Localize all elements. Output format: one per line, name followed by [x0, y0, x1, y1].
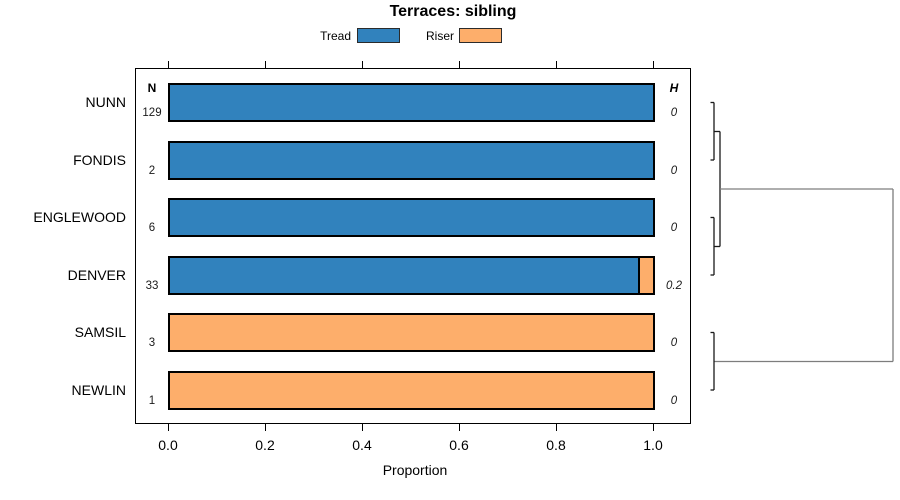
x-axis-title: Proportion — [382, 462, 448, 478]
bar-row — [168, 255, 655, 295]
bar-row — [168, 198, 655, 237]
bar-row — [168, 370, 655, 410]
n-value: 33 — [145, 279, 159, 292]
h-value: 0 — [670, 164, 678, 177]
h-value: 0.2 — [666, 279, 682, 292]
legend-label-riser: Riser — [425, 29, 454, 43]
legend-label-tread: Tread — [320, 29, 351, 43]
y-axis-label: FONDIS — [73, 151, 126, 168]
n-value: 6 — [148, 222, 156, 234]
legend-swatch-riser — [459, 28, 502, 43]
bar-segment-riser — [168, 313, 655, 352]
bottom-tick — [459, 424, 460, 431]
x-tick-label: 0.6 — [449, 437, 469, 453]
x-tick-label: 0.8 — [546, 437, 566, 453]
top-tick — [459, 61, 460, 68]
n-column-header: N — [147, 81, 157, 95]
legend-swatch-tread — [357, 28, 400, 43]
bar-row — [168, 83, 655, 122]
bar-segment-riser — [640, 255, 655, 295]
y-axis-label: NUNN — [85, 94, 126, 110]
bar-row — [168, 140, 655, 180]
plot-box — [135, 68, 691, 424]
bar-segment-tread — [168, 83, 655, 122]
bottom-tick — [168, 424, 169, 431]
x-tick-label: 0.2 — [255, 437, 275, 453]
h-value: 0 — [670, 337, 678, 349]
top-tick — [265, 61, 266, 68]
bottom-tick — [265, 424, 266, 431]
y-axis-label: DENVER — [67, 266, 126, 283]
top-tick — [556, 61, 557, 68]
bar-segment-tread — [168, 198, 655, 237]
bar-segment-tread — [168, 140, 655, 180]
x-tick-label: 1.0 — [643, 437, 663, 453]
y-axis-label: NEWLIN — [71, 381, 126, 398]
h-value: 0 — [670, 394, 678, 407]
chart-title: Terraces: sibling — [389, 3, 517, 20]
top-tick — [168, 61, 169, 68]
h-column-header: H — [669, 81, 679, 95]
y-axis-label: SAMSIL — [74, 324, 126, 340]
h-value: 0 — [670, 222, 678, 234]
n-value: 3 — [148, 337, 156, 349]
bar-row — [168, 313, 655, 352]
bar-segment-riser — [168, 370, 655, 410]
n-value: 1 — [148, 394, 156, 407]
n-value: 129 — [142, 107, 162, 119]
x-tick-label: 0.4 — [352, 437, 372, 453]
bottom-tick — [362, 424, 363, 431]
x-tick-label: 0.0 — [158, 437, 178, 453]
bottom-tick — [556, 424, 557, 431]
n-value: 2 — [148, 164, 156, 177]
bar-segment-tread — [168, 255, 641, 295]
top-tick — [653, 61, 654, 68]
bottom-tick — [653, 424, 654, 431]
h-value: 0 — [670, 107, 678, 119]
y-axis-label: ENGLEWOOD — [33, 209, 126, 225]
top-tick — [362, 61, 363, 68]
